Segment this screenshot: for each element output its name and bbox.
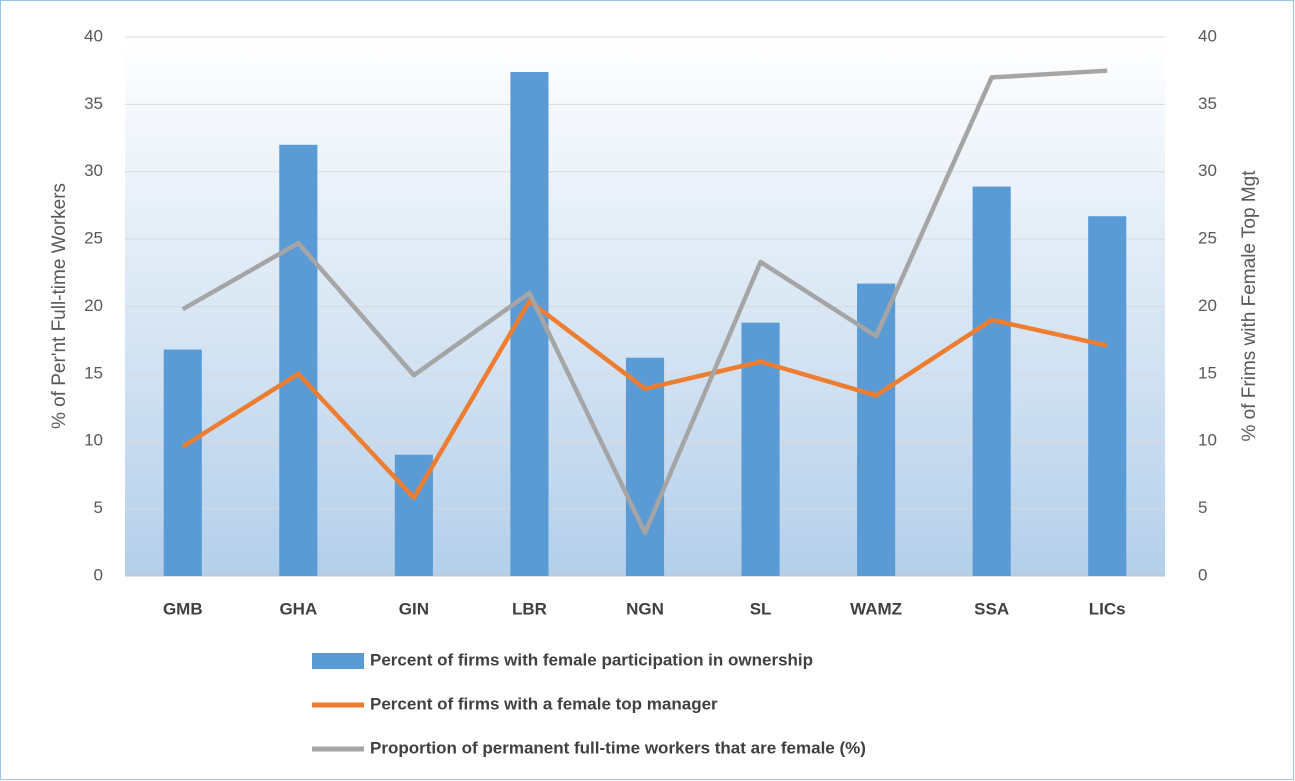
y2-tick-label: 35 — [1198, 94, 1217, 113]
x-tick-label: SSA — [974, 599, 1009, 618]
legend-label: Percent of firms with a female top manag… — [370, 694, 718, 713]
y-tick-label: 25 — [84, 229, 103, 248]
x-tick-label: GMB — [163, 599, 203, 618]
x-tick-label: GIN — [399, 599, 429, 618]
line — [181, 298, 1108, 501]
legend-swatch — [312, 653, 364, 669]
y2-tick-label: 40 — [1198, 26, 1217, 45]
y-axis-title: % of Per'nt Full-time Workers — [49, 183, 70, 429]
y2-tick-label: 0 — [1198, 565, 1207, 584]
x-tick-label: GHA — [279, 599, 317, 618]
y-tick-label: 35 — [84, 94, 103, 113]
y-tick-label: 10 — [84, 431, 103, 450]
bar — [1088, 216, 1127, 576]
y2-tick-label: 15 — [1198, 363, 1217, 382]
legend-label: Proportion of permanent full-time worker… — [370, 738, 866, 757]
y-tick-label: 30 — [84, 161, 103, 180]
y2-axis-title: % of Frims with Female Top Mgt — [1239, 170, 1260, 442]
y-tick-label: 40 — [84, 26, 103, 45]
line — [181, 68, 1108, 536]
x-tick-label: LBR — [512, 599, 547, 618]
y-tick-label: 20 — [84, 296, 103, 315]
legend-label: Percent of firms with female participati… — [370, 650, 813, 669]
y2-tick-label: 20 — [1198, 296, 1217, 315]
x-tick-label: SL — [750, 599, 772, 618]
y-tick-label: 0 — [94, 565, 103, 584]
y2-tick-label: 5 — [1198, 498, 1207, 517]
x-tick-label: NGN — [626, 599, 664, 618]
y2-tick-label: 10 — [1198, 431, 1217, 450]
bar — [625, 357, 665, 576]
y2-tick-label: 30 — [1198, 161, 1217, 180]
x-tick-label: WAMZ — [850, 599, 902, 618]
x-tick-label: LICs — [1089, 599, 1126, 618]
y-tick-label: 5 — [94, 498, 103, 517]
y-tick-label: 15 — [84, 363, 103, 382]
y2-tick-label: 25 — [1198, 229, 1217, 248]
bar — [163, 349, 202, 576]
bar — [279, 144, 318, 577]
bar — [972, 186, 1011, 576]
